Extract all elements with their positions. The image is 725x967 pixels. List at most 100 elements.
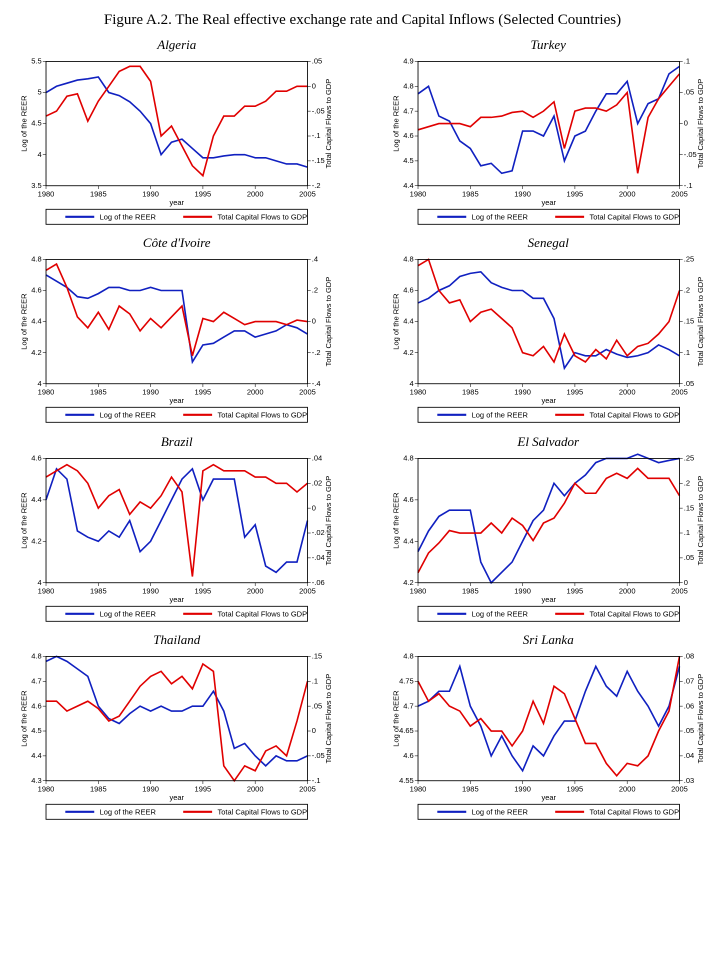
y1-tick-label: 4.6 (403, 131, 413, 140)
x-tick-label: 1995 (195, 586, 212, 595)
x-axis-label: year (169, 793, 184, 802)
y2-axis-label: Total Capital Flows to GDP (324, 674, 333, 764)
x-axis-label: year (541, 595, 556, 604)
chart-svg: 198019851990199520002005year4.24.44.64.8… (388, 452, 710, 623)
legend-label-flows: Total Capital Flows to GDP (217, 808, 307, 817)
x-tick-label: 1980 (409, 189, 426, 198)
y2-tick-label: .05 (683, 553, 693, 562)
x-tick-label: 1990 (142, 388, 159, 397)
y1-tick-label: 4.7 (403, 106, 413, 115)
y2-tick-label: -.02 (312, 528, 325, 537)
chart-panel: El Salvador198019851990199520002005year4… (388, 434, 710, 628)
legend-label-reer: Log of the REER (100, 411, 157, 420)
y1-tick-label: 4.2 (403, 578, 413, 587)
y2-tick-label: -.2 (312, 348, 321, 357)
x-tick-label: 1985 (90, 189, 107, 198)
y2-tick-label: -.4 (312, 379, 321, 388)
y1-tick-label: 4.7 (403, 702, 413, 711)
x-tick-label: 1980 (38, 388, 55, 397)
y1-tick-label: 4.5 (31, 727, 41, 736)
y1-tick-label: 4.4 (403, 536, 413, 545)
legend-label-flows: Total Capital Flows to GDP (217, 212, 307, 221)
chart-title: Algeria (16, 37, 338, 53)
x-tick-label: 2005 (671, 785, 688, 794)
chart-panel: Brazil198019851990199520002005year44.24.… (16, 434, 338, 628)
y1-tick-label: 4 (38, 578, 42, 587)
chart-panel: Côte d'Ivoire198019851990199520002005yea… (16, 235, 338, 429)
y1-axis-label: Log of the REER (20, 492, 29, 549)
y2-tick-label: .1 (683, 348, 689, 357)
y1-tick-label: 4.55 (399, 776, 414, 785)
chart-svg: 198019851990199520002005year3.544.555.5L… (16, 55, 338, 226)
x-tick-label: 1980 (409, 586, 426, 595)
y2-tick-label: .1 (683, 57, 689, 66)
x-tick-label: 2005 (671, 189, 688, 198)
y2-tick-label: -.2 (312, 181, 321, 190)
chart-panel: Sri Lanka198019851990199520002005year4.5… (388, 632, 710, 826)
legend-label-flows: Total Capital Flows to GDP (589, 808, 679, 817)
x-tick-label: 1985 (90, 785, 107, 794)
y1-tick-label: 4.6 (403, 751, 413, 760)
y1-tick-label: 4.7 (31, 677, 41, 686)
y2-axis-label: Total Capital Flows to GDP (696, 277, 705, 367)
y2-tick-label: 0 (312, 81, 316, 90)
chart-panel: Senegal198019851990199520002005year44.24… (388, 235, 710, 429)
y1-tick-label: 4.8 (403, 652, 413, 661)
y1-tick-label: 4.2 (403, 348, 413, 357)
y2-tick-label: -.1 (312, 131, 321, 140)
x-tick-label: 2000 (618, 388, 635, 397)
x-tick-label: 1995 (195, 388, 212, 397)
chart-panel: Algeria198019851990199520002005year3.544… (16, 37, 338, 231)
x-axis-label: year (541, 396, 556, 405)
chart-title: Senegal (388, 235, 710, 251)
y2-tick-label: 0 (312, 727, 316, 736)
legend-label-flows: Total Capital Flows to GDP (589, 411, 679, 420)
y1-tick-label: 3.5 (31, 181, 41, 190)
y2-tick-label: .04 (683, 751, 693, 760)
y1-tick-label: 4.2 (31, 536, 41, 545)
y1-tick-label: 4.6 (31, 453, 41, 462)
y2-tick-label: -.05 (312, 751, 325, 760)
legend-label-flows: Total Capital Flows to GDP (589, 212, 679, 221)
legend-label-flows: Total Capital Flows to GDP (217, 411, 307, 420)
x-tick-label: 1995 (195, 785, 212, 794)
y2-tick-label: .05 (683, 379, 693, 388)
x-tick-label: 1990 (514, 785, 531, 794)
x-tick-label: 1980 (409, 785, 426, 794)
y2-tick-label: .25 (683, 255, 693, 264)
x-tick-label: 2005 (299, 586, 316, 595)
y1-axis-label: Log of the REER (20, 95, 29, 152)
x-tick-label: 2000 (247, 189, 264, 198)
legend-label-reer: Log of the REER (471, 411, 528, 420)
chart-title: El Salvador (388, 434, 710, 450)
x-tick-label: 1995 (566, 388, 583, 397)
y1-axis-label: Log of the REER (20, 293, 29, 350)
y1-tick-label: 4.8 (403, 255, 413, 264)
chart-title: Côte d'Ivoire (16, 235, 338, 251)
y1-tick-label: 4.4 (31, 317, 41, 326)
y1-tick-label: 4.75 (399, 677, 414, 686)
y2-tick-label: .08 (683, 652, 693, 661)
chart-grid: Algeria 1980 1985 1990 1995 2000 2005 year 3.5 4 4… (8, 37, 717, 827)
y1-tick-label: 5.5 (31, 57, 41, 66)
x-tick-label: 1985 (461, 586, 478, 595)
x-tick-label: 1985 (461, 189, 478, 198)
y2-tick-label: .05 (683, 88, 693, 97)
chart-panel: Thailand198019851990199520002005year4.34… (16, 632, 338, 826)
x-tick-label: 2000 (618, 586, 635, 595)
chart-panel: Turkey198019851990199520002005year4.44.5… (388, 37, 710, 231)
x-tick-label: 1980 (38, 189, 55, 198)
x-tick-label: 2000 (618, 785, 635, 794)
y1-tick-label: 4.5 (403, 156, 413, 165)
y1-tick-label: 4.65 (399, 727, 414, 736)
x-tick-label: 1980 (38, 586, 55, 595)
x-axis-label: year (169, 396, 184, 405)
x-tick-label: 1990 (514, 189, 531, 198)
x-tick-label: 1990 (142, 586, 159, 595)
legend-label-reer: Log of the REER (100, 609, 157, 618)
y2-tick-label: .05 (312, 702, 322, 711)
y2-tick-label: .04 (312, 453, 322, 462)
y1-tick-label: 4.4 (31, 495, 41, 504)
y1-tick-label: 4.6 (31, 702, 41, 711)
y2-tick-label: .06 (683, 702, 693, 711)
